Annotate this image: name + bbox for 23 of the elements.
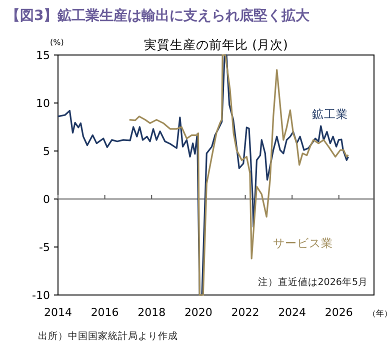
line-series bbox=[128, 54, 350, 296]
chart-subtitle: 実質生産の前年比 (月次) bbox=[144, 37, 288, 52]
x-tick-label: 2020 bbox=[184, 306, 212, 319]
y-tick-label: -5 bbox=[39, 241, 50, 254]
x-axis-title: （年） bbox=[368, 309, 388, 318]
text: 出所）中国国家統計局より作成 bbox=[38, 330, 178, 342]
y-tick-label: 0 bbox=[43, 193, 50, 206]
x-tick-label: 2022 bbox=[231, 306, 260, 319]
annotation: 注）直近値は2026年5月 bbox=[258, 276, 368, 288]
line-series bbox=[57, 54, 350, 296]
y-tick-label: -10 bbox=[32, 289, 50, 302]
x-tick-label: 2026 bbox=[324, 306, 353, 319]
series-label: 鉱工業 bbox=[312, 107, 348, 121]
y-axis-title: (%) bbox=[50, 38, 64, 47]
x-tick-label: 2024 bbox=[278, 306, 306, 319]
series-label: サービス業 bbox=[273, 236, 333, 250]
chart-title: 【図3】鉱工業生産は輸出に支えられ底堅く拡大 bbox=[6, 7, 311, 24]
x-tick-label: 2014 bbox=[44, 306, 72, 319]
y-tick-label: 10 bbox=[36, 97, 50, 110]
x-tick-label: 2018 bbox=[138, 306, 166, 319]
y-tick-label: 15 bbox=[36, 49, 50, 62]
y-tick-label: 5 bbox=[43, 145, 50, 158]
x-tick-label: 2016 bbox=[90, 306, 119, 319]
